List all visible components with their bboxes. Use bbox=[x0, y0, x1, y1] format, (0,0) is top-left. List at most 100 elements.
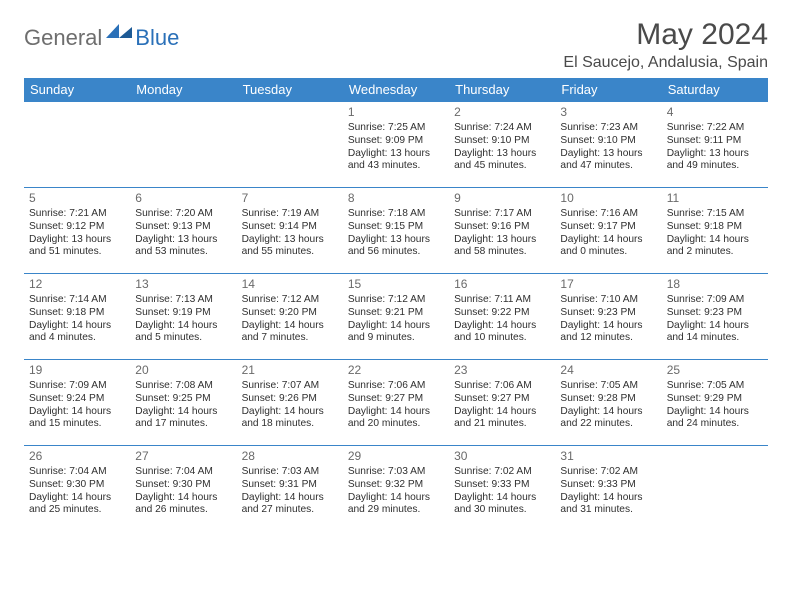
day-info-line: Sunrise: 7:05 AM bbox=[667, 380, 763, 393]
day-info-line: Daylight: 14 hours bbox=[454, 320, 550, 333]
day-info-line: Sunset: 9:26 PM bbox=[242, 393, 338, 406]
day-number: 31 bbox=[560, 449, 656, 464]
calendar-day-cell: 6Sunrise: 7:20 AMSunset: 9:13 PMDaylight… bbox=[130, 188, 236, 274]
day-number: 2 bbox=[454, 105, 550, 120]
calendar-header-row: SundayMondayTuesdayWednesdayThursdayFrid… bbox=[24, 78, 768, 102]
day-info-line: Daylight: 14 hours bbox=[242, 320, 338, 333]
day-info-line: Sunset: 9:19 PM bbox=[135, 307, 231, 320]
calendar-day-cell bbox=[662, 446, 768, 532]
calendar-day-cell: 9Sunrise: 7:17 AMSunset: 9:16 PMDaylight… bbox=[449, 188, 555, 274]
day-info-line: and 31 minutes. bbox=[560, 504, 656, 517]
day-info-line: and 49 minutes. bbox=[667, 160, 763, 173]
month-title: May 2024 bbox=[563, 18, 768, 52]
calendar-day-cell: 28Sunrise: 7:03 AMSunset: 9:31 PMDayligh… bbox=[237, 446, 343, 532]
calendar-week-row: 26Sunrise: 7:04 AMSunset: 9:30 PMDayligh… bbox=[24, 446, 768, 532]
day-info-line: Sunrise: 7:24 AM bbox=[454, 122, 550, 135]
calendar-day-cell: 5Sunrise: 7:21 AMSunset: 9:12 PMDaylight… bbox=[24, 188, 130, 274]
calendar-day-cell: 31Sunrise: 7:02 AMSunset: 9:33 PMDayligh… bbox=[555, 446, 661, 532]
day-info-line: Sunrise: 7:09 AM bbox=[29, 380, 125, 393]
day-number: 23 bbox=[454, 363, 550, 378]
calendar-week-row: 1Sunrise: 7:25 AMSunset: 9:09 PMDaylight… bbox=[24, 102, 768, 188]
day-info-line: Daylight: 14 hours bbox=[135, 320, 231, 333]
day-info-line: Sunset: 9:27 PM bbox=[348, 393, 444, 406]
weekday-header: Wednesday bbox=[343, 78, 449, 102]
calendar-day-cell: 18Sunrise: 7:09 AMSunset: 9:23 PMDayligh… bbox=[662, 274, 768, 360]
day-info-line: Sunset: 9:27 PM bbox=[454, 393, 550, 406]
day-info-line: Sunset: 9:32 PM bbox=[348, 479, 444, 492]
day-number: 4 bbox=[667, 105, 763, 120]
day-info-line: Sunrise: 7:07 AM bbox=[242, 380, 338, 393]
title-block: May 2024 El Saucejo, Andalusia, Spain bbox=[563, 18, 768, 72]
calendar-day-cell: 8Sunrise: 7:18 AMSunset: 9:15 PMDaylight… bbox=[343, 188, 449, 274]
weekday-header: Tuesday bbox=[237, 78, 343, 102]
day-info-line: Sunset: 9:11 PM bbox=[667, 135, 763, 148]
day-info-line: Sunset: 9:14 PM bbox=[242, 221, 338, 234]
calendar-week-row: 5Sunrise: 7:21 AMSunset: 9:12 PMDaylight… bbox=[24, 188, 768, 274]
day-info-line: Sunrise: 7:21 AM bbox=[29, 208, 125, 221]
day-info-line: Sunset: 9:23 PM bbox=[560, 307, 656, 320]
calendar-day-cell: 13Sunrise: 7:13 AMSunset: 9:19 PMDayligh… bbox=[130, 274, 236, 360]
day-info-line: and 21 minutes. bbox=[454, 418, 550, 431]
day-info-line: Sunrise: 7:22 AM bbox=[667, 122, 763, 135]
day-number: 5 bbox=[29, 191, 125, 206]
day-info-line: and 56 minutes. bbox=[348, 246, 444, 259]
header: General Blue May 2024 El Saucejo, Andalu… bbox=[24, 18, 768, 72]
day-info-line: and 20 minutes. bbox=[348, 418, 444, 431]
day-info-line: Daylight: 13 hours bbox=[454, 148, 550, 161]
calendar-day-cell bbox=[130, 102, 236, 188]
day-info-line: Sunset: 9:21 PM bbox=[348, 307, 444, 320]
calendar-day-cell: 14Sunrise: 7:12 AMSunset: 9:20 PMDayligh… bbox=[237, 274, 343, 360]
day-info-line: Sunrise: 7:16 AM bbox=[560, 208, 656, 221]
day-info-line: Sunset: 9:30 PM bbox=[135, 479, 231, 492]
calendar-day-cell: 21Sunrise: 7:07 AMSunset: 9:26 PMDayligh… bbox=[237, 360, 343, 446]
day-info-line: Sunset: 9:17 PM bbox=[560, 221, 656, 234]
day-info-line: Daylight: 13 hours bbox=[454, 234, 550, 247]
day-info-line: Sunset: 9:24 PM bbox=[29, 393, 125, 406]
day-number: 28 bbox=[242, 449, 338, 464]
day-info-line: and 45 minutes. bbox=[454, 160, 550, 173]
day-info-line: Sunrise: 7:06 AM bbox=[348, 380, 444, 393]
day-info-line: Sunrise: 7:04 AM bbox=[29, 466, 125, 479]
day-info-line: Sunset: 9:22 PM bbox=[454, 307, 550, 320]
logo-triangle-icon bbox=[106, 22, 132, 43]
calendar-day-cell bbox=[237, 102, 343, 188]
calendar-day-cell: 17Sunrise: 7:10 AMSunset: 9:23 PMDayligh… bbox=[555, 274, 661, 360]
day-info-line: and 43 minutes. bbox=[348, 160, 444, 173]
day-info-line: and 2 minutes. bbox=[667, 246, 763, 259]
day-info-line: Sunrise: 7:17 AM bbox=[454, 208, 550, 221]
day-info-line: Daylight: 14 hours bbox=[667, 320, 763, 333]
day-info-line: Sunset: 9:20 PM bbox=[242, 307, 338, 320]
day-number: 30 bbox=[454, 449, 550, 464]
location: El Saucejo, Andalusia, Spain bbox=[563, 54, 768, 72]
day-info-line: Sunrise: 7:08 AM bbox=[135, 380, 231, 393]
day-info-line: Sunrise: 7:02 AM bbox=[560, 466, 656, 479]
calendar-table: SundayMondayTuesdayWednesdayThursdayFrid… bbox=[24, 78, 768, 532]
day-info-line: Sunset: 9:33 PM bbox=[560, 479, 656, 492]
day-info-line: and 53 minutes. bbox=[135, 246, 231, 259]
day-number: 12 bbox=[29, 277, 125, 292]
calendar-day-cell: 3Sunrise: 7:23 AMSunset: 9:10 PMDaylight… bbox=[555, 102, 661, 188]
calendar-day-cell: 23Sunrise: 7:06 AMSunset: 9:27 PMDayligh… bbox=[449, 360, 555, 446]
calendar-day-cell: 12Sunrise: 7:14 AMSunset: 9:18 PMDayligh… bbox=[24, 274, 130, 360]
day-info-line: Daylight: 13 hours bbox=[29, 234, 125, 247]
calendar-week-row: 12Sunrise: 7:14 AMSunset: 9:18 PMDayligh… bbox=[24, 274, 768, 360]
day-info-line: Sunrise: 7:06 AM bbox=[454, 380, 550, 393]
calendar-body: 1Sunrise: 7:25 AMSunset: 9:09 PMDaylight… bbox=[24, 102, 768, 532]
day-info-line: Sunset: 9:23 PM bbox=[667, 307, 763, 320]
day-info-line: and 10 minutes. bbox=[454, 332, 550, 345]
day-info-line: Sunset: 9:16 PM bbox=[454, 221, 550, 234]
day-info-line: and 55 minutes. bbox=[242, 246, 338, 259]
day-info-line: Daylight: 14 hours bbox=[29, 320, 125, 333]
calendar-day-cell: 7Sunrise: 7:19 AMSunset: 9:14 PMDaylight… bbox=[237, 188, 343, 274]
day-info-line: Sunset: 9:10 PM bbox=[560, 135, 656, 148]
day-info-line: Daylight: 14 hours bbox=[667, 234, 763, 247]
day-info-line: Sunset: 9:09 PM bbox=[348, 135, 444, 148]
day-info-line: Daylight: 13 hours bbox=[135, 234, 231, 247]
calendar-day-cell: 25Sunrise: 7:05 AMSunset: 9:29 PMDayligh… bbox=[662, 360, 768, 446]
calendar-day-cell: 11Sunrise: 7:15 AMSunset: 9:18 PMDayligh… bbox=[662, 188, 768, 274]
day-info-line: Sunrise: 7:18 AM bbox=[348, 208, 444, 221]
day-info-line: Sunset: 9:18 PM bbox=[667, 221, 763, 234]
day-info-line: and 22 minutes. bbox=[560, 418, 656, 431]
day-info-line: and 5 minutes. bbox=[135, 332, 231, 345]
day-info-line: Daylight: 14 hours bbox=[242, 406, 338, 419]
